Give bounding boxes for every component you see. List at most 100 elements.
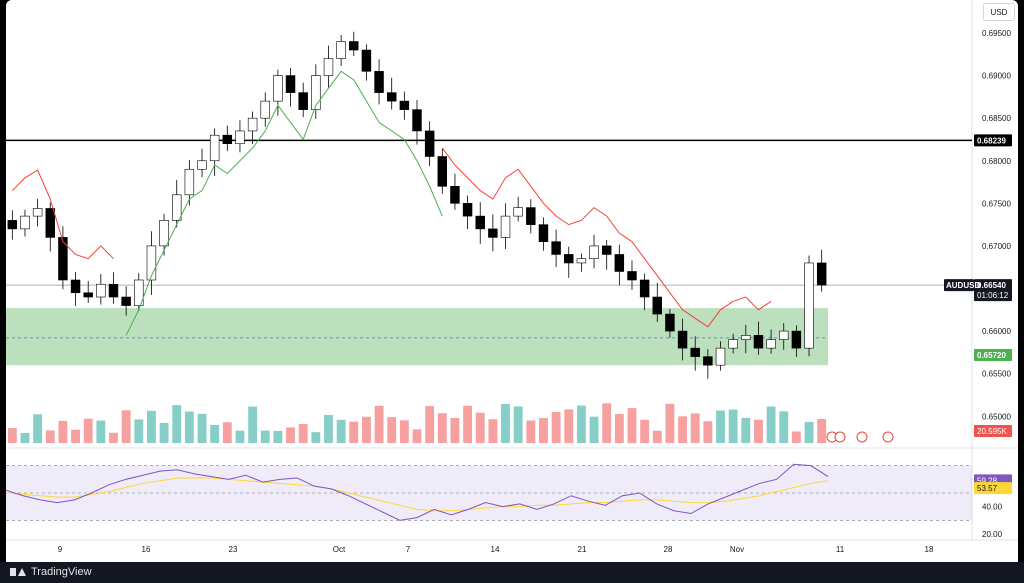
volume-bar [20, 432, 30, 443]
candle-body [677, 330, 688, 349]
rsi-ma-value-label: 53.57 [977, 484, 998, 493]
volume-bar [716, 410, 725, 443]
tradingview-logo[interactable]: TradingView [10, 565, 92, 579]
volume-bar [248, 406, 258, 443]
volume-bar [589, 416, 599, 443]
volume-bar [501, 403, 510, 443]
price-chart[interactable]: 0.69500 0.69000 0.68500 0.68000 0.67500 0.670… [6, 0, 1018, 577]
supertrend-down-line [441, 147, 772, 328]
volume-bar [235, 430, 245, 443]
candle-body [627, 271, 637, 281]
volume-bar [286, 427, 295, 443]
volume-bar [45, 430, 55, 443]
time-tick-label: Nov [730, 545, 744, 554]
volume-bar [273, 430, 283, 443]
candle-body [197, 160, 207, 170]
volume-bar [728, 409, 738, 443]
candle-body [260, 100, 270, 119]
candle-body [779, 330, 789, 340]
time-tick-label: 7 [406, 545, 411, 554]
rsi-tick-label: 20.00 [982, 530, 1003, 539]
candle-body [374, 71, 384, 93]
candle-body [551, 241, 561, 255]
candle-body [311, 75, 321, 110]
rsi-line [6, 463, 829, 521]
volume-bar [83, 418, 93, 443]
resistance-price-label-bg [974, 134, 1012, 147]
candle-body [7, 220, 18, 230]
candle-body [209, 134, 220, 162]
symbol-tag-bg [944, 279, 974, 292]
candle-body [399, 100, 410, 110]
volume-bar [425, 406, 435, 443]
candle-body [336, 41, 346, 59]
candle-body [703, 356, 713, 366]
volume-bar [564, 409, 574, 443]
candle-body [576, 258, 587, 264]
last-price-tag-bg [974, 279, 1012, 302]
volume-label: 20.595K [977, 427, 1007, 436]
candle-body [639, 279, 650, 298]
candle-body [146, 245, 157, 281]
candle-body [500, 215, 511, 238]
volume-bar [399, 420, 409, 443]
candle-body [791, 330, 802, 349]
candle-body [361, 49, 372, 72]
volume-bar [766, 406, 776, 443]
volume-bar [513, 406, 523, 443]
candle-body [513, 207, 523, 217]
candle-body [741, 335, 751, 340]
price-tick-label: 0.65000 [982, 412, 1011, 421]
price-tick-label: 0.67000 [982, 242, 1011, 251]
candle-body [589, 245, 599, 259]
candle-body [690, 347, 700, 357]
candle-body [58, 237, 68, 281]
volume-bar [374, 405, 384, 443]
resistance-price-label: 0.68239 [977, 136, 1006, 145]
volume-bar [665, 403, 675, 443]
candle-body [121, 296, 131, 306]
candle-body [159, 220, 169, 247]
candle-body [298, 92, 308, 110]
candle-body [424, 130, 435, 157]
symbol-label: AUDUSD [946, 281, 980, 290]
candle-body [450, 186, 460, 204]
candle-body [652, 296, 663, 315]
volume-bar [703, 421, 713, 443]
currency-button[interactable]: USD [983, 3, 1015, 21]
volume-bar [475, 412, 485, 443]
volume-label-bg [974, 425, 1012, 437]
volume-bar [361, 416, 371, 443]
candle-body [816, 262, 827, 286]
supertrend-up-label: 0.65720 [977, 351, 1006, 360]
rsi-ma-line [6, 477, 829, 512]
tradingview-icon [10, 567, 26, 577]
volume-bar [690, 413, 700, 443]
time-tick-label: Oct [333, 545, 346, 554]
chart-window: USD 0.69500 0.69000 0.68500 0.68000 0.67500 0… [6, 0, 1018, 577]
volume-bar [450, 418, 460, 443]
candle-body [412, 109, 422, 132]
time-tick-label: 9 [58, 545, 63, 554]
volume-bar [791, 431, 801, 443]
candle-body [766, 339, 776, 349]
candle-body [323, 58, 334, 76]
last-price-label: 0.66540 [977, 281, 1006, 290]
candle-body [564, 254, 574, 264]
candle-body [108, 283, 119, 298]
volume-bar [324, 414, 333, 443]
volume-bar [817, 418, 827, 443]
volume-bar [640, 419, 650, 443]
volume-bar [349, 421, 359, 443]
candle-body [20, 215, 30, 230]
price-pane [6, 0, 972, 448]
volume-bar [121, 410, 131, 443]
bottom-bar [0, 562, 1024, 583]
candle-body [222, 134, 233, 145]
supertrend-up-line [125, 70, 443, 336]
volume-bar [210, 424, 220, 443]
candle-body [171, 194, 182, 221]
volume-bar [33, 414, 43, 443]
volume-bar [184, 411, 194, 443]
volume-bar [7, 428, 17, 443]
